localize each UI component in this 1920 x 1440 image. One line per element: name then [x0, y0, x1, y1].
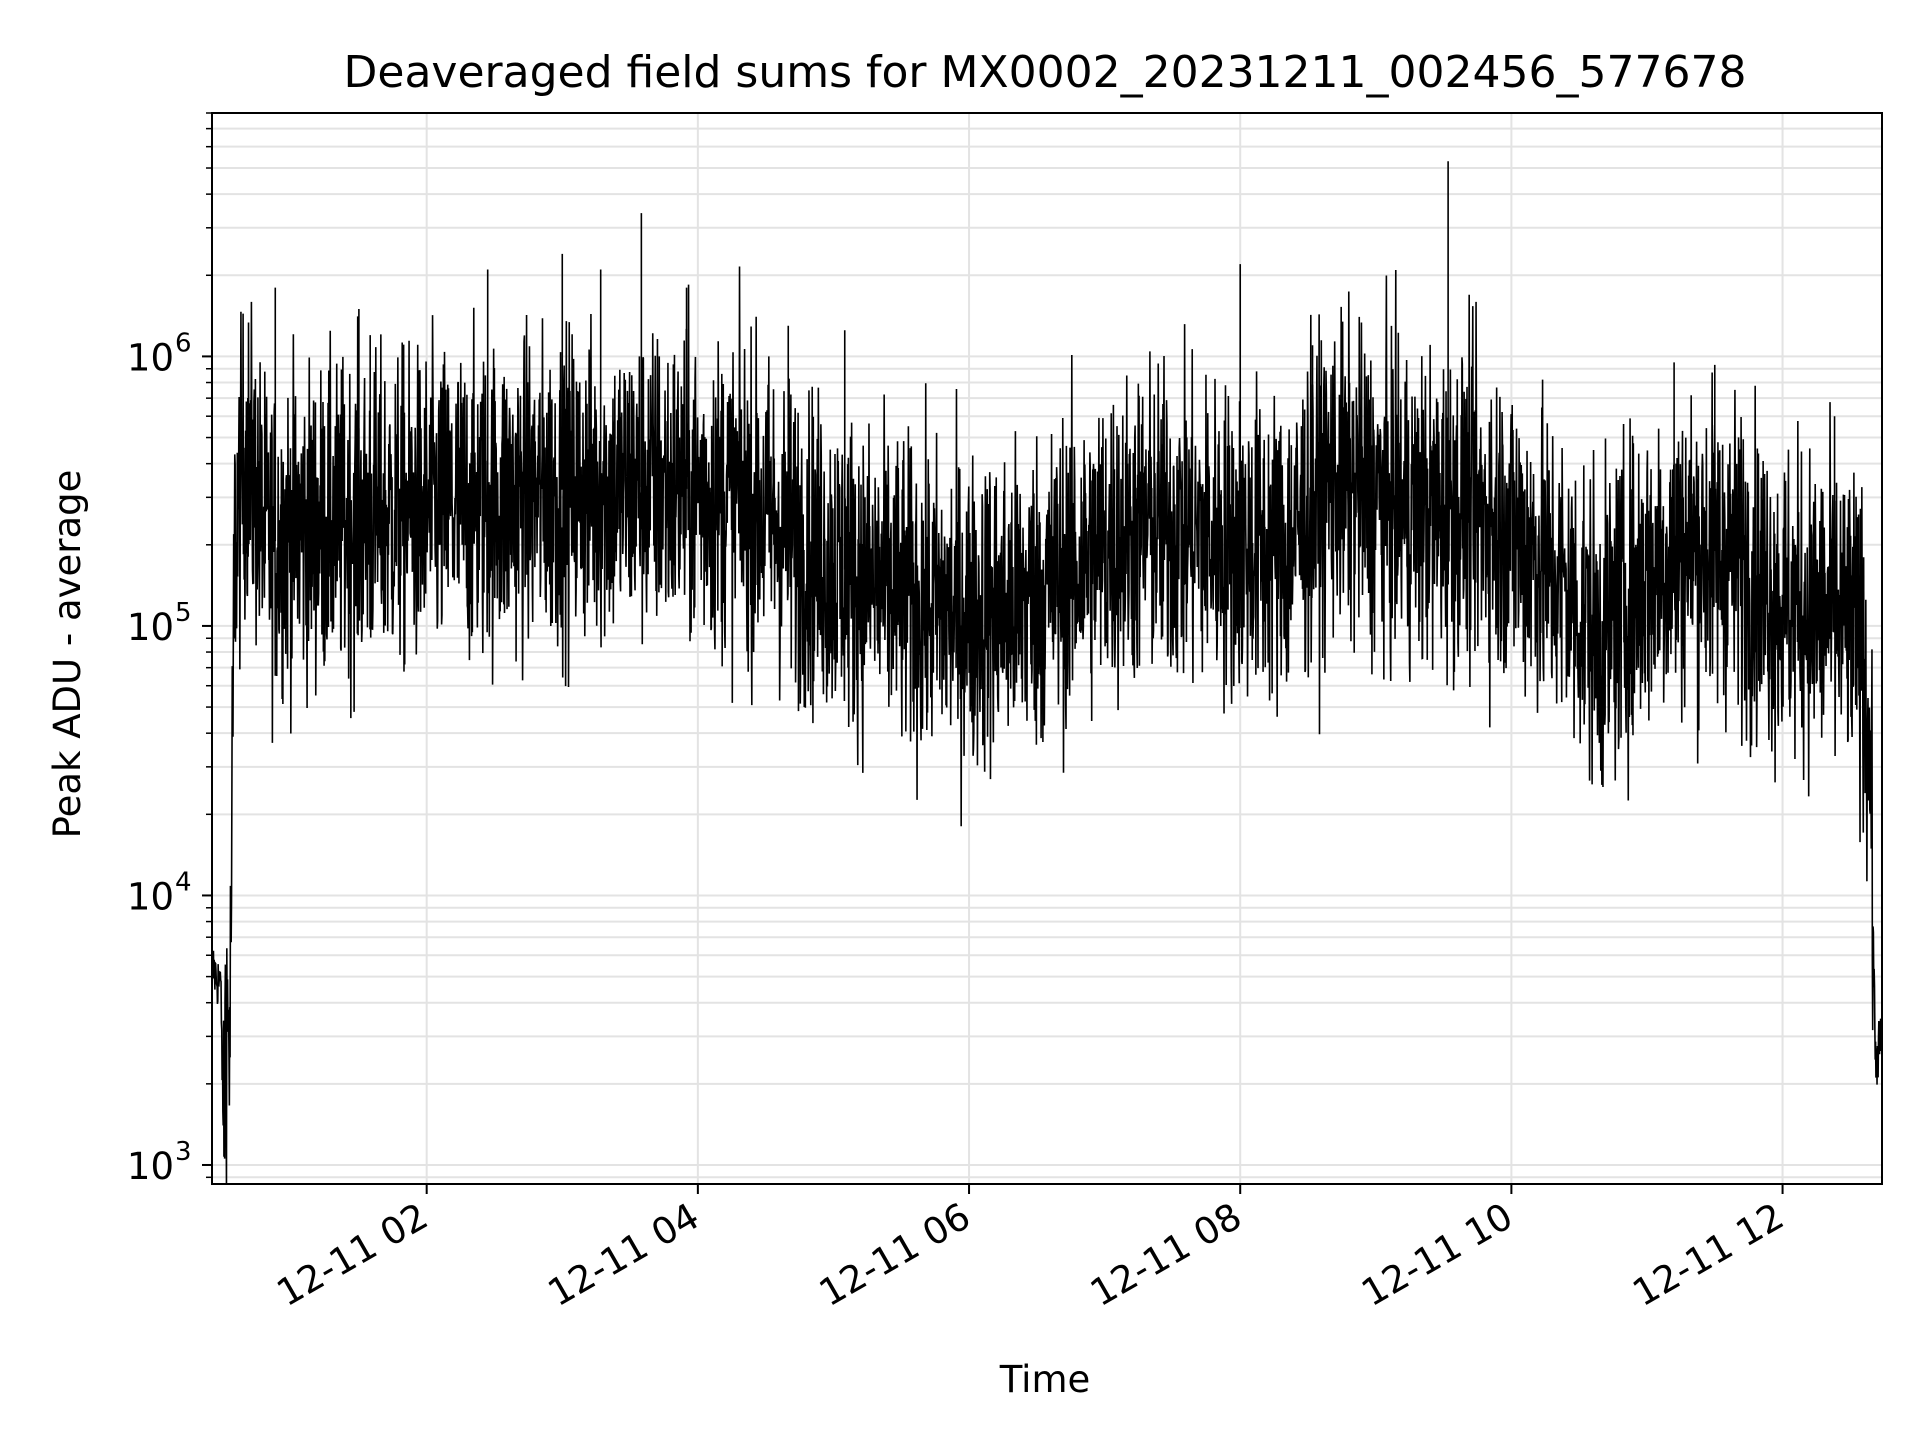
plot-area: [211, 161, 1883, 1185]
axes-frame: [211, 112, 1883, 1185]
y-tick-exponent: 3: [175, 1137, 192, 1167]
y-tick-label: 10: [127, 336, 174, 379]
x-axis-label: Time: [999, 1358, 1091, 1401]
y-tick-exponent: 6: [175, 328, 192, 358]
y-tick-exponent: 4: [175, 867, 192, 897]
y-tick-label: 10: [127, 875, 174, 918]
y-tick-label: 10: [127, 606, 174, 649]
y-tick-label: 10: [127, 1145, 174, 1188]
y-axis-label: Peak ADU - average: [46, 470, 89, 839]
series-line: [211, 266, 1883, 1185]
y-tick-exponent: 5: [175, 598, 192, 628]
chart-title: Deaveraged field sums for MX0002_2023121…: [344, 47, 1747, 98]
